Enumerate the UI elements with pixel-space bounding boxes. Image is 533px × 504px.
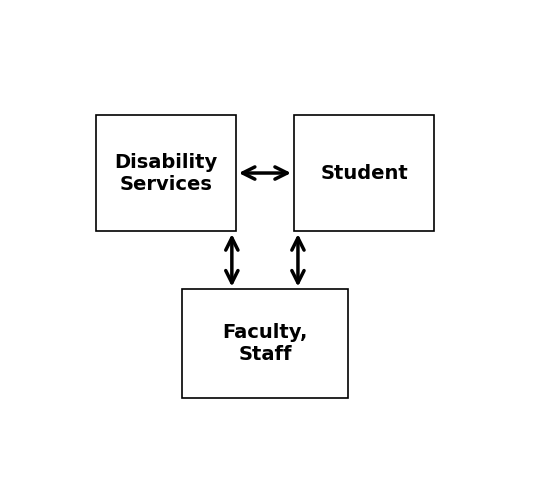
- FancyBboxPatch shape: [182, 289, 348, 398]
- Text: Faculty,
Staff: Faculty, Staff: [222, 323, 308, 364]
- Text: Student: Student: [320, 163, 408, 182]
- Text: Disability
Services: Disability Services: [114, 153, 217, 194]
- FancyBboxPatch shape: [294, 115, 434, 231]
- FancyBboxPatch shape: [95, 115, 236, 231]
